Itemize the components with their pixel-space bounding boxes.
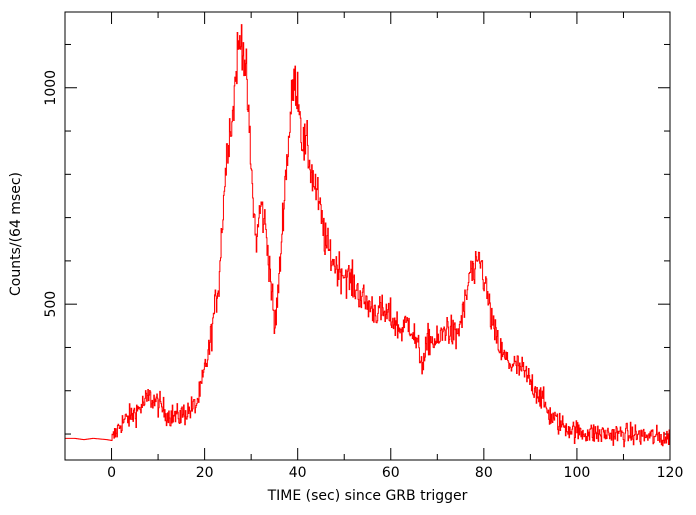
y-tick-label: 1000 bbox=[43, 70, 59, 106]
axis-ticks bbox=[64, 12, 671, 460]
light-curve-series bbox=[65, 24, 671, 448]
x-tick-label: 120 bbox=[657, 465, 684, 481]
x-axis-label: TIME (sec) since GRB trigger bbox=[267, 488, 468, 504]
x-tick-label: 60 bbox=[382, 465, 400, 481]
x-tick-label: 20 bbox=[196, 465, 214, 481]
x-tick-label: 40 bbox=[289, 465, 307, 481]
plot-frame bbox=[64, 11, 671, 461]
tick-labels: 0 20 40 60 80 100 120 500 1000 bbox=[43, 70, 683, 481]
y-axis-label: Counts/(64 msec) bbox=[8, 172, 24, 296]
series-line bbox=[65, 24, 671, 448]
x-tick-label: 80 bbox=[475, 465, 493, 481]
y-tick-label: 500 bbox=[43, 291, 59, 318]
x-tick-label: 0 bbox=[107, 465, 116, 481]
x-tick-label: 100 bbox=[564, 465, 591, 481]
